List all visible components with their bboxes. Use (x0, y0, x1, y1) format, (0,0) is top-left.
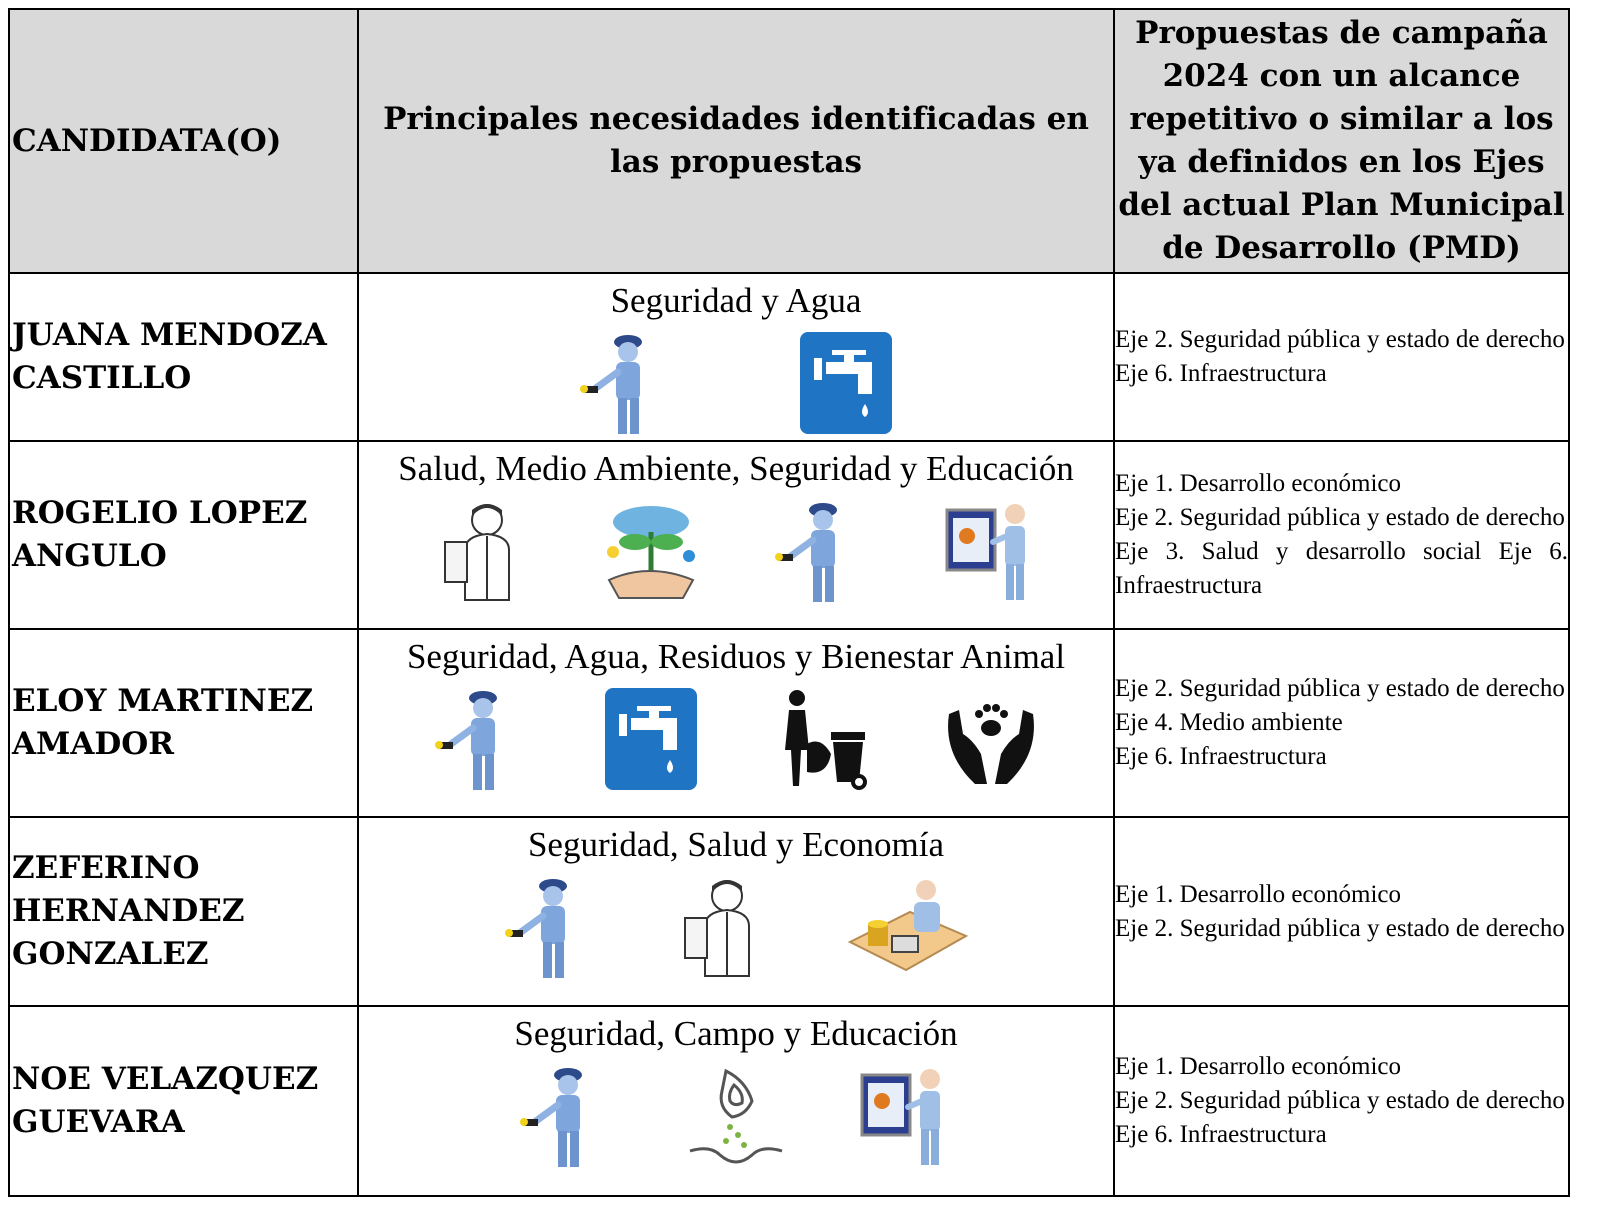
police-icon (516, 1061, 616, 1171)
candidate: NOE VELAZQUEZ GUEVARA (8, 1005, 359, 1197)
axis: Eje 6. Infraestructura (1115, 743, 1327, 770)
header-cell: Principales necesidades identificadas en… (357, 8, 1115, 274)
waste-icon (771, 684, 871, 794)
icons (359, 1061, 1113, 1171)
environment-icon (601, 496, 701, 606)
candidate: ELOY MARTINEZ AMADOR (8, 628, 359, 818)
axis: Eje 6. Infraestructura (1115, 360, 1327, 387)
row: ROGELIO LOPEZ ANGULO Salud, Medio Ambien… (8, 440, 1570, 630)
icons (359, 496, 1113, 606)
icons (359, 684, 1113, 794)
needs: Seguridad, Campo y Educación (514, 1014, 958, 1053)
axes-cell: Eje 1. Desarrollo económico Eje 2. Segur… (1113, 440, 1570, 630)
health-icon (431, 496, 531, 606)
police-icon (771, 496, 871, 606)
proposals-table: CANDIDATA(O) Principales necesidades ide… (8, 8, 1570, 1197)
header-row: CANDIDATA(O) Principales necesidades ide… (8, 8, 1570, 274)
row: ZEFERINO HERNANDEZ GONZALEZ Seguridad, S… (8, 816, 1570, 1007)
needs: Seguridad y Agua (610, 281, 862, 320)
axis: Eje 6. Infraestructura (1115, 1121, 1327, 1148)
police-icon (576, 328, 676, 438)
education-icon (941, 496, 1041, 606)
field-icon (686, 1061, 786, 1171)
axis: Eje 1. Desarrollo económico (1115, 470, 1402, 497)
row: NOE VELAZQUEZ GUEVARA Seguridad, Campo y… (8, 1005, 1570, 1197)
needs: Seguridad, Agua, Residuos y Bienestar An… (406, 637, 1066, 676)
axis: Eje 2. Seguridad pública y estado de der… (1115, 675, 1565, 702)
header-cell: Propuestas de campaña 2024 con un alcanc… (1113, 8, 1570, 274)
axis: Eje 1. Desarrollo económico (1115, 1053, 1402, 1080)
needs-cell: Seguridad, Salud y Economía (357, 816, 1115, 1007)
economy-icon (841, 872, 971, 982)
axis: Eje 4. Medio ambiente (1115, 709, 1343, 736)
water-icon (796, 328, 896, 438)
animal-icon (941, 684, 1041, 794)
axis: Eje 1. Desarrollo económico (1115, 880, 1402, 908)
candidate: ROGELIO LOPEZ ANGULO (8, 440, 359, 630)
candidate: JUANA MENDOZA CASTILLO (8, 272, 359, 442)
header-cell: CANDIDATA(O) (8, 8, 359, 274)
axis: Eje 3. Salud y desarrollo social Eje 6. … (1115, 538, 1568, 599)
health-icon (671, 872, 771, 982)
icons (359, 872, 1113, 982)
axis: Eje 2. Seguridad pública y estado de der… (1115, 504, 1565, 531)
row: ELOY MARTINEZ AMADOR Seguridad, Agua, Re… (8, 628, 1570, 818)
police-icon (431, 684, 531, 794)
water-icon (601, 684, 701, 794)
axis: Eje 2. Seguridad pública y estado de der… (1115, 914, 1565, 942)
axes-cell: Eje 1. Desarrollo económico Eje 2. Segur… (1113, 1005, 1570, 1197)
needs-cell: Seguridad y Agua (357, 272, 1115, 442)
candidate: ZEFERINO HERNANDEZ GONZALEZ (8, 816, 359, 1007)
row: JUANA MENDOZA CASTILLO Seguridad y Agua … (8, 272, 1570, 442)
needs: Salud, Medio Ambiente, Seguridad y Educa… (398, 449, 1074, 488)
axis: Eje 2. Seguridad pública y estado de der… (1115, 326, 1565, 353)
needs-cell: Seguridad, Campo y Educación (357, 1005, 1115, 1197)
needs-cell: Salud, Medio Ambiente, Seguridad y Educa… (357, 440, 1115, 630)
axes-cell: Eje 1. Desarrollo económico Eje 2. Segur… (1113, 816, 1570, 1007)
police-icon (501, 872, 601, 982)
needs-cell: Seguridad, Agua, Residuos y Bienestar An… (357, 628, 1115, 818)
icons (359, 328, 1113, 438)
needs: Seguridad, Salud y Economía (527, 825, 945, 864)
education-icon (856, 1061, 956, 1171)
axis: Eje 2. Seguridad pública y estado de der… (1115, 1087, 1565, 1114)
axes-cell: Eje 2. Seguridad pública y estado de der… (1113, 272, 1570, 442)
axes-cell: Eje 2. Seguridad pública y estado de der… (1113, 628, 1570, 818)
